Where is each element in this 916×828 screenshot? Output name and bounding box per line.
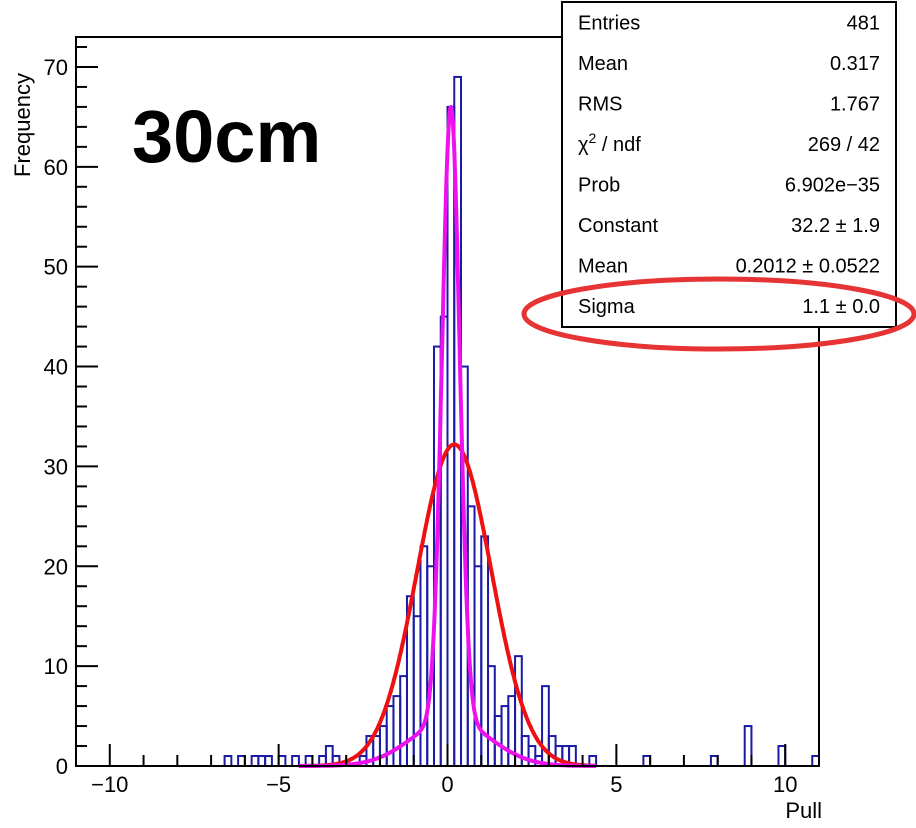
y-tick-label: 0 bbox=[56, 754, 68, 779]
stats-value: 481 bbox=[847, 12, 880, 34]
x-tick-label: 5 bbox=[610, 772, 622, 797]
stats-value: 1.1 ± 0.0 bbox=[802, 296, 880, 318]
y-tick-label: 30 bbox=[44, 454, 68, 479]
annotation-30cm: 30cm bbox=[132, 95, 321, 178]
sigma-highlight-ellipse bbox=[521, 276, 916, 352]
x-axis-title: Pull bbox=[785, 798, 822, 823]
gaussian-fit-curve bbox=[297, 442, 598, 768]
x-tick-label: −5 bbox=[266, 772, 291, 797]
stats-box-frame bbox=[561, 1, 897, 328]
stats-key: Constant bbox=[578, 215, 658, 237]
y-tick-label: 60 bbox=[44, 155, 68, 180]
stats-box: Entries 481 Mean 0.317 RMS 1.767 χ2 / ndf 269 /… bbox=[561, 1, 897, 328]
stats-value: 0.2012 ± 0.0522 bbox=[736, 255, 880, 277]
y-tick-label: 50 bbox=[44, 255, 68, 280]
stats-value: 32.2 ± 1.9 bbox=[791, 215, 880, 237]
axes-layer: −10 −5 0 5 10 0 10 20 30 40 50 60 70 bbox=[44, 45, 820, 797]
y-tick-label: 40 bbox=[44, 355, 68, 380]
x-tick-label: 0 bbox=[441, 772, 453, 797]
y-tick-label: 10 bbox=[44, 654, 68, 679]
stats-key: Entries bbox=[578, 12, 640, 34]
stats-rows: Entries 481 Mean 0.317 RMS 1.767 χ2 / ndf 269 /… bbox=[578, 12, 880, 318]
stats-key: Prob bbox=[578, 174, 620, 196]
stats-key: χ2 / ndf bbox=[578, 130, 641, 156]
stats-key: Mean bbox=[578, 255, 628, 277]
stats-value: 1.767 bbox=[830, 93, 880, 115]
peak-fit-curve bbox=[297, 104, 598, 768]
stats-value: 6.902e−35 bbox=[785, 174, 880, 196]
y-tick-label: 20 bbox=[44, 554, 68, 579]
stats-value: 269 / 42 bbox=[808, 134, 880, 156]
stats-value: 0.317 bbox=[830, 53, 880, 75]
fit-curves-layer bbox=[297, 104, 598, 768]
stats-key: Sigma bbox=[578, 296, 636, 318]
y-axis-title: Frequency bbox=[10, 73, 35, 177]
y-tick-label: 70 bbox=[44, 55, 68, 80]
stats-key: RMS bbox=[578, 93, 622, 115]
x-tick-label: 10 bbox=[773, 772, 797, 797]
x-tick-label: −10 bbox=[91, 772, 128, 797]
stats-key: Mean bbox=[578, 53, 628, 75]
